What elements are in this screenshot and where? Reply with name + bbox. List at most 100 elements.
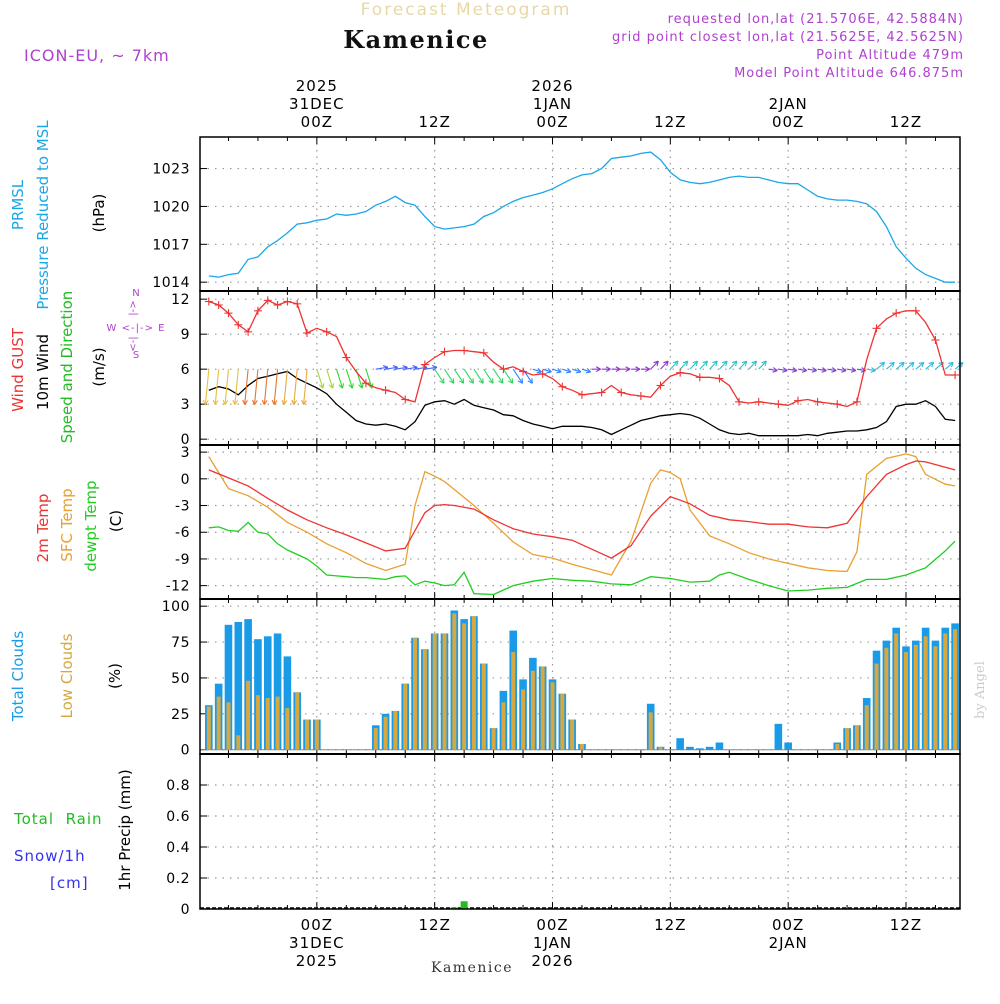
wind-barb bbox=[602, 367, 611, 372]
wind-label: 10m Wind bbox=[34, 334, 52, 410]
pressure-line bbox=[209, 152, 955, 282]
gust-marker bbox=[774, 400, 782, 408]
gust-marker bbox=[794, 397, 802, 405]
low-cloud-bar bbox=[875, 664, 879, 750]
panel-frame bbox=[200, 754, 960, 909]
y-tick-label: 0 bbox=[181, 472, 190, 488]
top-time-label: 31DEC bbox=[289, 95, 345, 113]
wind-barb-shaft bbox=[464, 369, 473, 383]
panel-frame bbox=[200, 137, 960, 291]
low-cloud-bar bbox=[295, 692, 299, 749]
wind-barb-shaft bbox=[454, 369, 463, 383]
low-cloud-bar bbox=[423, 649, 427, 749]
y-tick-label: 100 bbox=[162, 599, 190, 615]
low-cloud-bar bbox=[580, 744, 584, 750]
low-cloud-bar bbox=[501, 702, 505, 749]
top-time-label: 00Z bbox=[772, 113, 804, 131]
top-time-label: 12Z bbox=[654, 113, 686, 131]
wind-dir-label: Speed and Direction bbox=[58, 291, 76, 444]
bottom-time-label: 00Z bbox=[301, 916, 333, 934]
top-time-label: 1JAN bbox=[533, 95, 572, 113]
wind-barb-shaft bbox=[235, 369, 238, 404]
low-cloud-bar bbox=[276, 697, 280, 750]
wind-barb-shaft bbox=[205, 369, 208, 404]
wind-barb-head bbox=[556, 372, 561, 373]
low-cloud-bar bbox=[865, 705, 869, 749]
low-cloud-bar bbox=[413, 638, 417, 750]
wind-barb-shaft bbox=[474, 369, 483, 383]
wind-barb bbox=[719, 361, 727, 369]
dewpt-label: dewpt Temp bbox=[82, 480, 100, 571]
low-cloud-bar bbox=[551, 682, 555, 749]
bottom-time-label: 12Z bbox=[890, 916, 922, 934]
y-tick-label: 0.2 bbox=[166, 871, 190, 887]
gust-marker bbox=[637, 392, 645, 400]
grid-point-coords: grid point closest lon,lat (21.5625E, 42… bbox=[612, 30, 964, 45]
y-tick-label: 0 bbox=[181, 902, 190, 918]
wind-barb bbox=[503, 369, 512, 383]
sfc-temp-line bbox=[209, 454, 955, 575]
low-cloud-bar bbox=[482, 664, 486, 750]
temp2m-line bbox=[209, 461, 955, 558]
low-cloud-bar bbox=[236, 735, 240, 749]
top-time-label: 2025 bbox=[296, 77, 338, 95]
wind-barb bbox=[778, 368, 787, 373]
low-cloud-bar bbox=[442, 633, 446, 749]
wind-barb bbox=[759, 361, 767, 369]
top-time-label: 12Z bbox=[890, 113, 922, 131]
low-cloud-bar bbox=[659, 747, 663, 750]
top-time-label: 00Z bbox=[536, 113, 568, 131]
bottom-time-label: 12Z bbox=[654, 916, 686, 934]
gust-marker bbox=[499, 365, 507, 373]
low-cloud-bar bbox=[266, 698, 270, 750]
bottom-time-label: 00Z bbox=[536, 916, 568, 934]
gust-marker bbox=[735, 398, 743, 406]
wind-barb bbox=[621, 367, 630, 372]
y-tick-label: 1014 bbox=[152, 275, 190, 291]
compass-we: W <-|-> E bbox=[107, 323, 166, 334]
wind-barb bbox=[808, 368, 817, 373]
precip-unit: 1hr Precip (mm) bbox=[116, 769, 134, 890]
low-cloud-bar bbox=[511, 652, 515, 750]
wind-barb bbox=[641, 367, 650, 372]
watermark: by Angel bbox=[973, 661, 988, 719]
low-cloud-bar bbox=[894, 633, 898, 749]
bottom-time-label: 1JAN bbox=[533, 934, 572, 952]
wind-barb bbox=[896, 362, 904, 369]
wind-barb-shaft bbox=[294, 369, 297, 404]
low-cloud-bar bbox=[845, 728, 849, 750]
wind-barb bbox=[877, 362, 885, 369]
total-cloud-label: Total Clouds bbox=[9, 631, 27, 723]
low-cloud-bar bbox=[835, 744, 839, 750]
bottom-time-label: 31DEC bbox=[289, 934, 345, 952]
low-cloud-bar bbox=[521, 689, 525, 749]
top-time-label: 12Z bbox=[418, 113, 450, 131]
low-cloud-bar bbox=[953, 629, 957, 750]
wind-barb-head bbox=[871, 371, 876, 373]
gust-marker bbox=[951, 371, 959, 379]
low-cloud-bar bbox=[315, 720, 319, 750]
bottom-time-label: 2JAN bbox=[769, 934, 808, 952]
snow-label: Snow/1h bbox=[14, 847, 86, 865]
wind-barb bbox=[945, 362, 953, 369]
wind-barb bbox=[262, 369, 267, 404]
snow-unit-label: [cm] bbox=[50, 874, 89, 892]
low-cloud-bar bbox=[492, 728, 496, 750]
gust-marker bbox=[382, 386, 390, 394]
y-tick-label: -3 bbox=[175, 499, 190, 515]
compass-n-letter: N bbox=[132, 288, 139, 299]
gust-marker bbox=[401, 396, 409, 404]
total-cloud-bar bbox=[696, 748, 704, 749]
temp2m-label: 2m Temp bbox=[34, 494, 52, 563]
temp-unit: (C) bbox=[107, 510, 125, 532]
y-tick-label: 0.6 bbox=[166, 809, 190, 825]
low-cloud-bar bbox=[904, 652, 908, 750]
total-cloud-bar bbox=[234, 622, 242, 750]
low-cloud-bar bbox=[246, 681, 250, 750]
total-cloud-bar bbox=[716, 743, 724, 750]
wind-barb bbox=[494, 369, 503, 383]
wind-barb bbox=[553, 368, 562, 373]
gust-marker bbox=[421, 361, 429, 369]
wind-barb bbox=[346, 369, 353, 388]
